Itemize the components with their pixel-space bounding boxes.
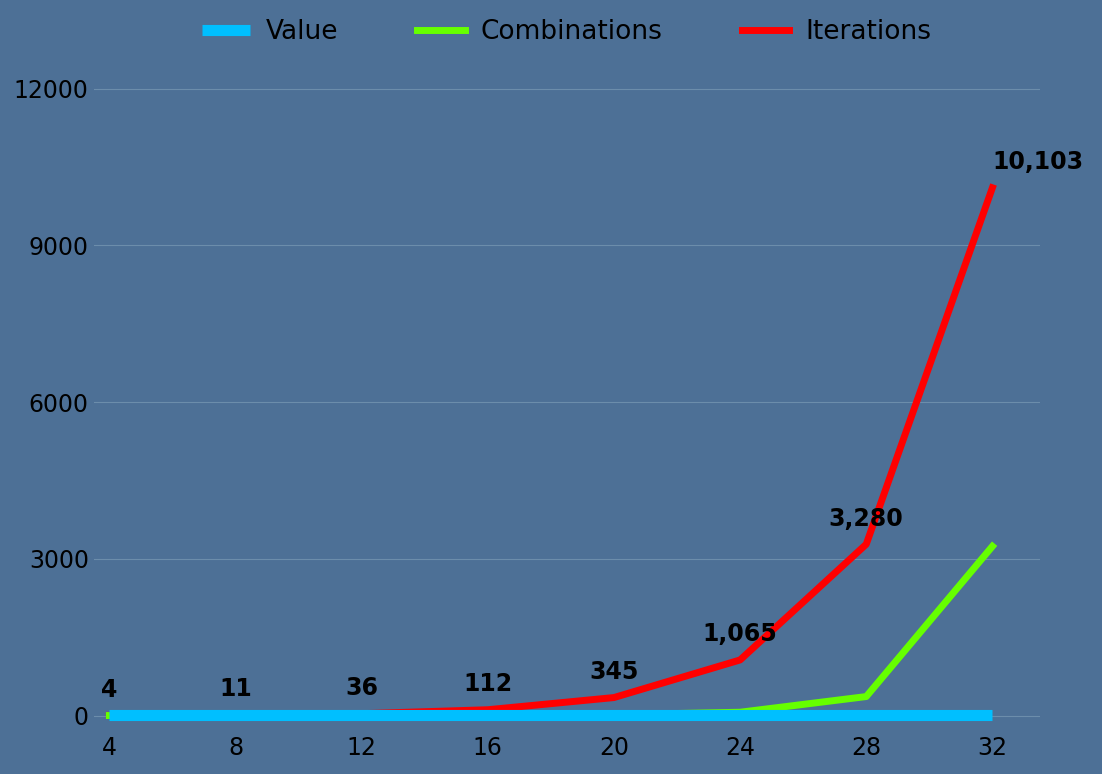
Text: 345: 345 — [590, 660, 639, 684]
Value — [229, 711, 242, 720]
Text: 1,065: 1,065 — [703, 622, 778, 646]
Iterations — [102, 711, 116, 720]
Combinations — [986, 542, 1000, 551]
Text: 10,103: 10,103 — [993, 150, 1083, 174]
Value — [860, 711, 873, 720]
Text: 112: 112 — [463, 672, 512, 696]
Iterations — [734, 656, 747, 665]
Text: 4: 4 — [101, 678, 118, 702]
Iterations — [229, 711, 242, 720]
Value — [734, 711, 747, 720]
Text: 3,280: 3,280 — [829, 507, 904, 531]
Combinations — [355, 711, 368, 720]
Value — [482, 711, 495, 720]
Combinations — [102, 711, 116, 720]
Line: Combinations: Combinations — [109, 546, 993, 715]
Combinations — [229, 711, 242, 720]
Legend: Value, Combinations, Iterations: Value, Combinations, Iterations — [192, 8, 941, 55]
Text: 11: 11 — [219, 677, 252, 701]
Line: Iterations: Iterations — [109, 188, 993, 715]
Iterations — [860, 539, 873, 549]
Value — [355, 711, 368, 720]
Value — [102, 711, 116, 720]
Combinations — [734, 707, 747, 717]
Value — [986, 711, 1000, 720]
Iterations — [355, 709, 368, 718]
Combinations — [860, 692, 873, 701]
Iterations — [986, 183, 1000, 193]
Value — [607, 711, 620, 720]
Text: 36: 36 — [345, 676, 378, 700]
Iterations — [482, 705, 495, 714]
Iterations — [607, 693, 620, 702]
Combinations — [482, 711, 495, 720]
Combinations — [607, 710, 620, 719]
